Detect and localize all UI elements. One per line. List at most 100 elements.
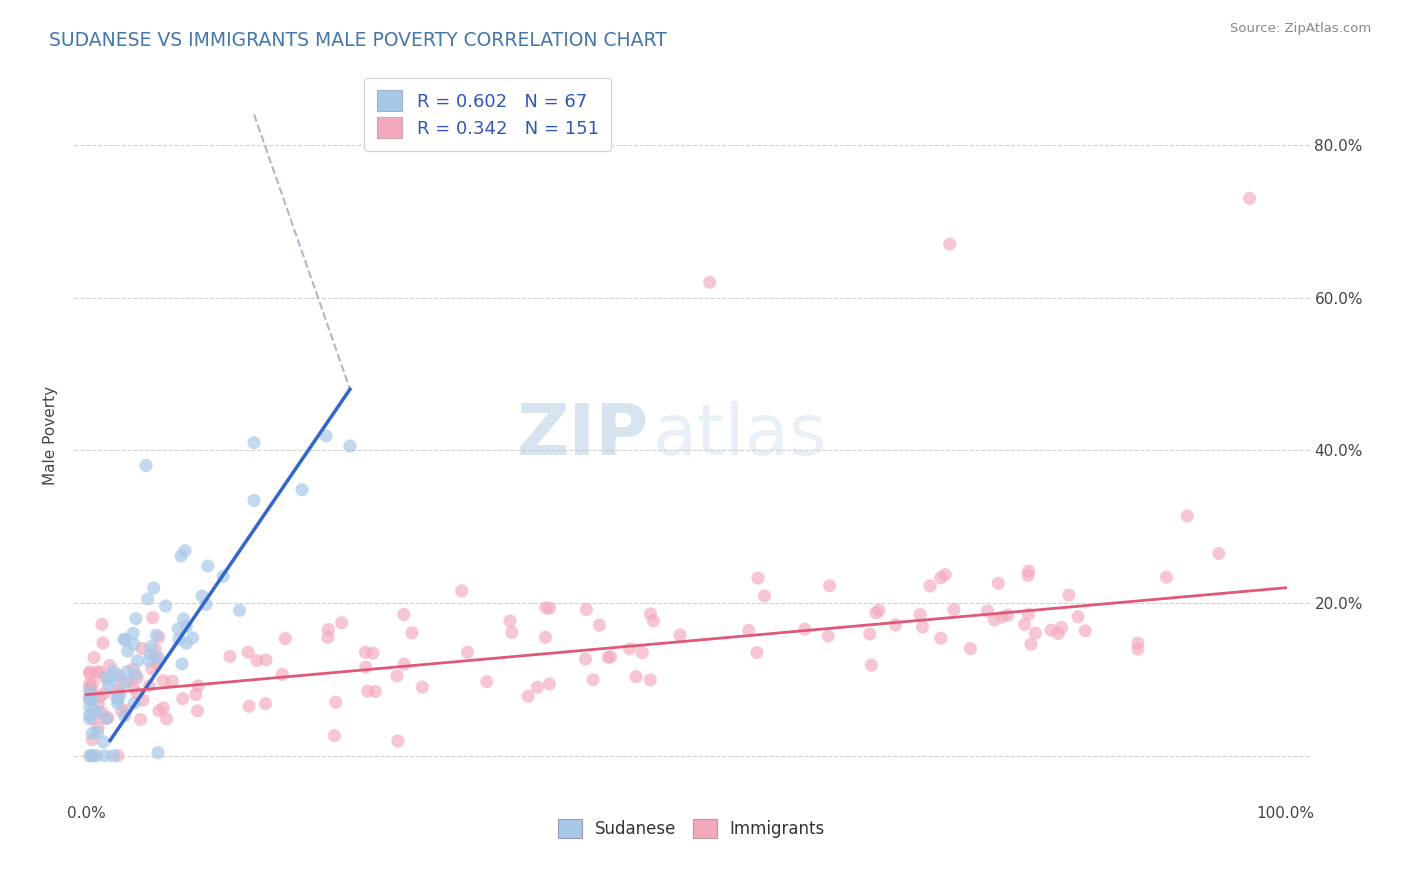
Point bbox=[450, 583, 472, 598]
Point bbox=[246, 653, 269, 667]
Point bbox=[136, 591, 159, 606]
Point bbox=[1175, 509, 1198, 524]
Point bbox=[87, 697, 110, 711]
Point bbox=[79, 692, 101, 706]
Point bbox=[148, 704, 170, 718]
Point bbox=[87, 721, 110, 735]
Point bbox=[80, 684, 103, 698]
Point bbox=[640, 607, 662, 621]
Point bbox=[96, 670, 118, 684]
Point bbox=[93, 735, 115, 749]
Point bbox=[361, 646, 384, 660]
Point bbox=[934, 567, 956, 582]
Point bbox=[131, 641, 153, 656]
Point bbox=[125, 612, 148, 626]
Point bbox=[574, 652, 596, 666]
Point bbox=[114, 675, 136, 690]
Point bbox=[167, 632, 190, 646]
Point bbox=[526, 680, 548, 694]
Point bbox=[96, 712, 118, 726]
Point bbox=[354, 660, 377, 674]
Point bbox=[148, 630, 170, 644]
Point bbox=[330, 615, 353, 630]
Point bbox=[392, 657, 415, 672]
Point bbox=[94, 671, 117, 685]
Point bbox=[316, 631, 339, 645]
Point bbox=[80, 748, 103, 763]
Point bbox=[987, 576, 1010, 591]
Point bbox=[86, 748, 108, 763]
Point bbox=[90, 617, 112, 632]
Point bbox=[124, 696, 146, 710]
Point bbox=[228, 603, 250, 617]
Point bbox=[619, 642, 641, 657]
Point bbox=[108, 687, 131, 701]
Point bbox=[79, 681, 101, 695]
Point bbox=[1156, 570, 1178, 584]
Point bbox=[238, 699, 260, 714]
Point bbox=[356, 684, 378, 698]
Point bbox=[401, 625, 423, 640]
Point bbox=[501, 625, 523, 640]
Point bbox=[517, 689, 540, 703]
Point bbox=[793, 622, 815, 636]
Point bbox=[98, 658, 121, 673]
Point bbox=[643, 614, 665, 628]
Point bbox=[187, 679, 209, 693]
Point bbox=[323, 729, 346, 743]
Point bbox=[82, 677, 104, 691]
Point bbox=[325, 695, 347, 709]
Point bbox=[79, 685, 101, 699]
Point bbox=[1018, 564, 1040, 578]
Point bbox=[818, 579, 841, 593]
Point bbox=[83, 650, 105, 665]
Point bbox=[959, 641, 981, 656]
Point bbox=[127, 686, 149, 700]
Point bbox=[174, 543, 197, 558]
Point bbox=[108, 683, 131, 698]
Point bbox=[195, 598, 218, 612]
Point bbox=[911, 620, 934, 634]
Point bbox=[79, 665, 101, 679]
Point bbox=[699, 276, 721, 290]
Point bbox=[181, 631, 204, 645]
Point bbox=[79, 666, 101, 681]
Point bbox=[91, 636, 114, 650]
Point bbox=[929, 571, 952, 585]
Point bbox=[538, 601, 561, 615]
Point bbox=[274, 632, 297, 646]
Point bbox=[354, 645, 377, 659]
Point bbox=[117, 644, 139, 658]
Point bbox=[170, 549, 193, 563]
Point bbox=[1019, 637, 1042, 651]
Point bbox=[127, 671, 149, 685]
Point bbox=[79, 708, 101, 723]
Point bbox=[89, 690, 111, 704]
Point bbox=[145, 642, 167, 657]
Point bbox=[127, 654, 149, 668]
Point bbox=[82, 748, 104, 763]
Point bbox=[1047, 626, 1070, 640]
Text: ZIP: ZIP bbox=[516, 401, 648, 469]
Point bbox=[125, 667, 148, 681]
Point bbox=[162, 674, 184, 689]
Point bbox=[87, 705, 110, 719]
Point bbox=[93, 686, 115, 700]
Point bbox=[141, 640, 163, 654]
Point bbox=[82, 703, 104, 717]
Point bbox=[291, 483, 314, 497]
Point bbox=[79, 699, 101, 714]
Point bbox=[138, 679, 160, 693]
Point bbox=[105, 691, 128, 706]
Point bbox=[155, 712, 177, 726]
Point bbox=[82, 712, 104, 726]
Legend: Sudanese, Immigrants: Sudanese, Immigrants bbox=[551, 812, 832, 845]
Point bbox=[142, 581, 165, 595]
Point bbox=[243, 435, 266, 450]
Point bbox=[146, 657, 169, 671]
Point bbox=[86, 725, 108, 739]
Point bbox=[596, 650, 619, 665]
Point bbox=[599, 649, 621, 664]
Point bbox=[94, 711, 117, 725]
Point bbox=[184, 688, 207, 702]
